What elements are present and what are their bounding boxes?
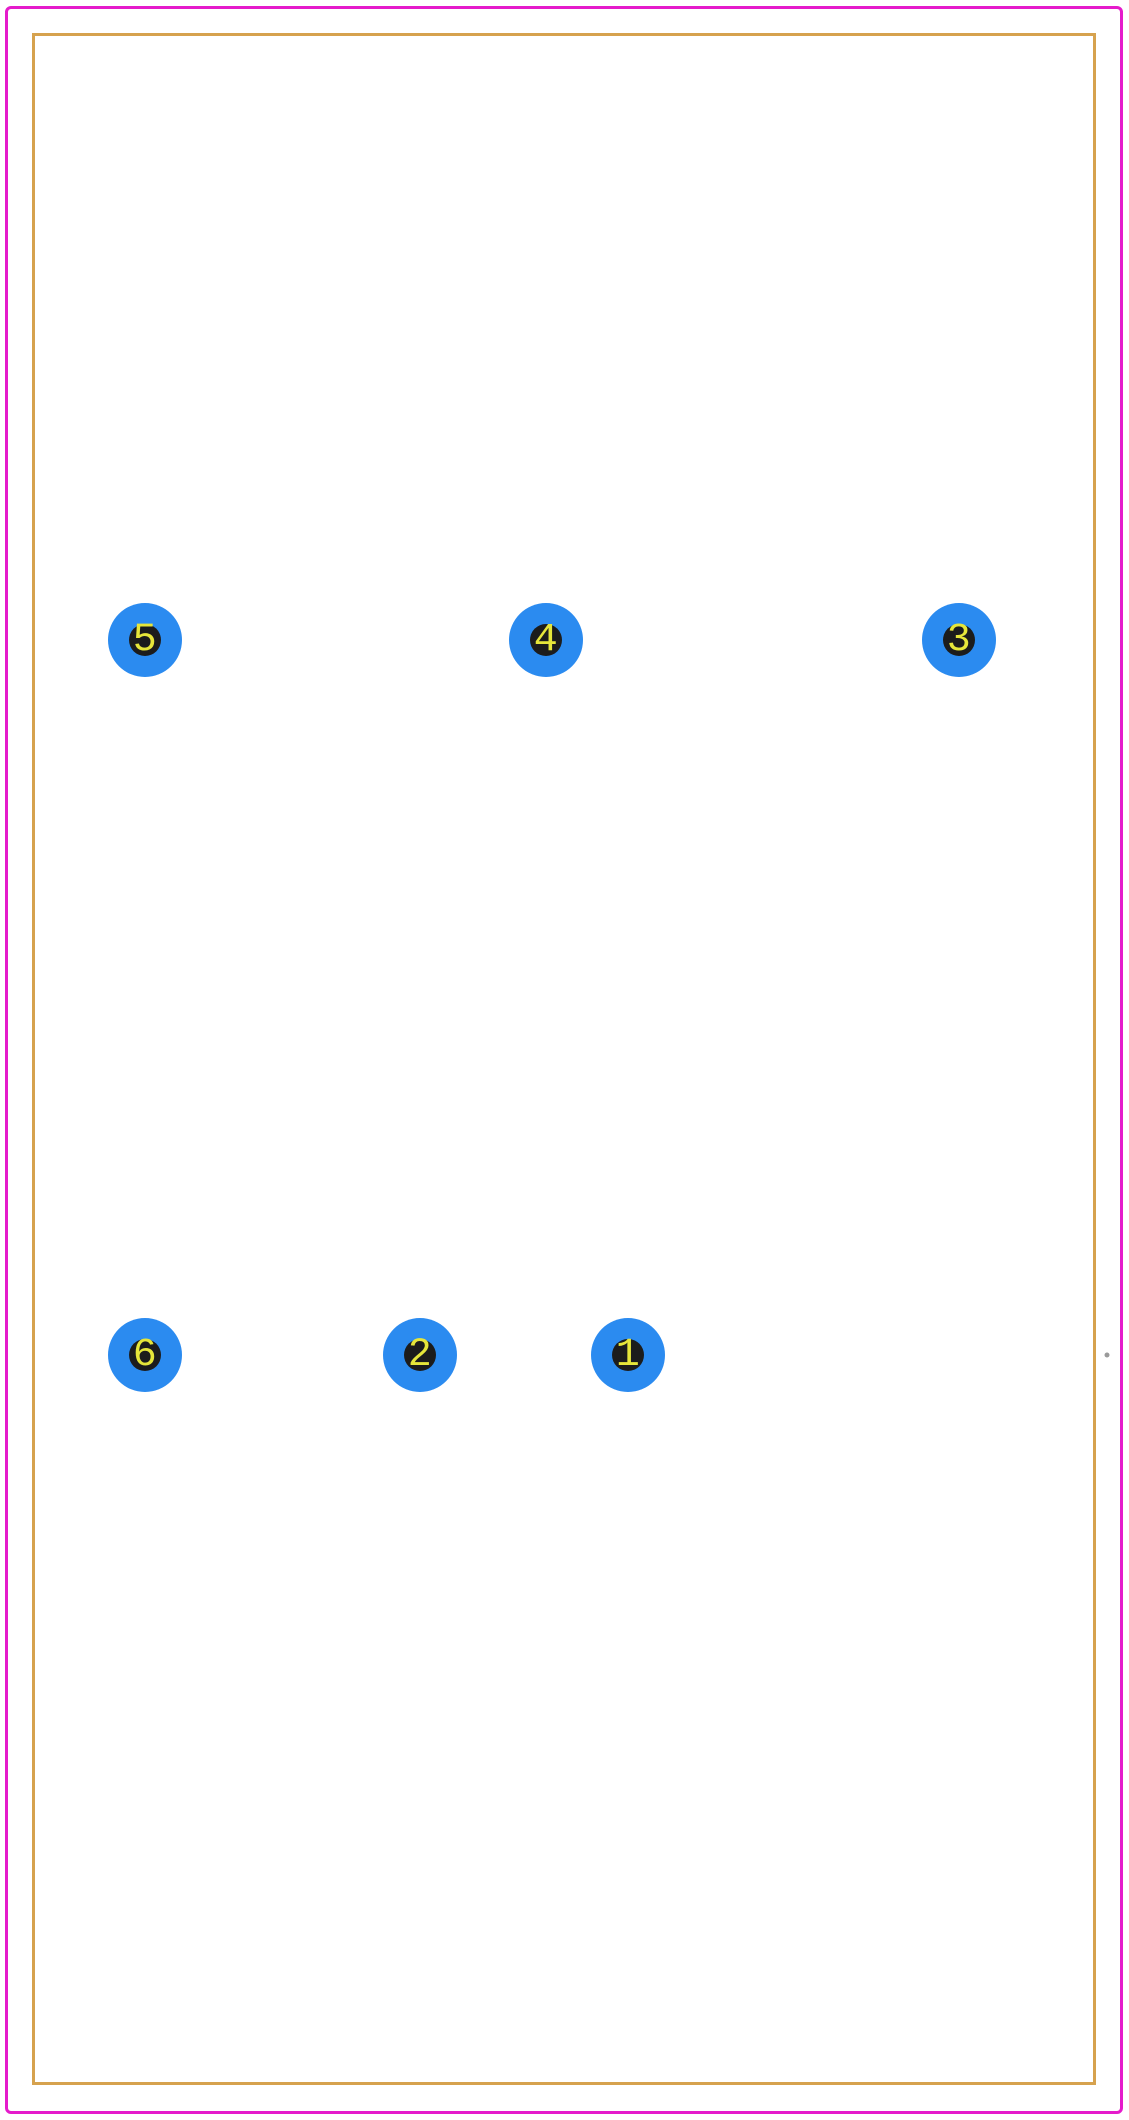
pad-2: 2 <box>383 1318 457 1392</box>
pad-3-label: 3 <box>947 618 972 663</box>
pad-3: 3 <box>922 603 996 677</box>
pad-6: 6 <box>108 1318 182 1392</box>
silkscreen-outline <box>32 33 1096 2085</box>
pad-4: 4 <box>509 603 583 677</box>
origin-marker <box>1105 1353 1110 1358</box>
pad-1-label: 1 <box>616 1333 641 1378</box>
pad-1: 1 <box>591 1318 665 1392</box>
pad-5: 5 <box>108 603 182 677</box>
pad-4-label: 4 <box>534 618 559 663</box>
pad-6-label: 6 <box>133 1333 158 1378</box>
pcb-footprint-canvas: 1 2 3 4 5 6 <box>0 0 1129 2120</box>
pad-2-label: 2 <box>408 1333 433 1378</box>
pad-5-label: 5 <box>133 618 158 663</box>
